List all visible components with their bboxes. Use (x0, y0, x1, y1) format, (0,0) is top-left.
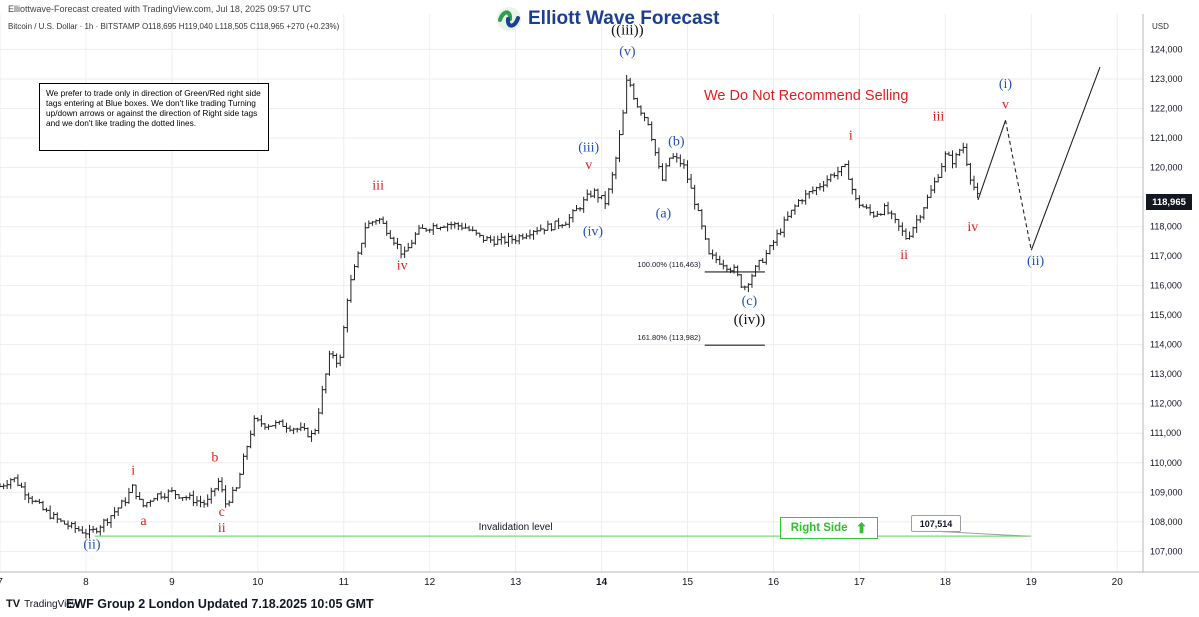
y-tick-label: 115,000 (1150, 310, 1182, 320)
wave-label: iv (967, 220, 978, 235)
x-tick-label: 7 (0, 577, 3, 588)
wave-label: iii (933, 109, 945, 124)
projection-dashed (1004, 120, 1032, 251)
projection-solid-2 (1030, 66, 1101, 251)
y-tick-label: 108,000 (1150, 517, 1183, 527)
right-side-tag: Right Side ⬆ (780, 517, 878, 539)
y-tick-label: 116,000 (1150, 281, 1182, 291)
fib-1618-label: 161.80% (113,982) (637, 333, 701, 342)
wave-label: v (1002, 97, 1009, 112)
y-tick-label: 124,000 (1150, 44, 1183, 54)
y-tick-label: 111,000 (1150, 428, 1181, 438)
wave-label: (a) (656, 207, 672, 222)
tradingview-logo-icon: TV (6, 598, 21, 610)
y-tick-label: 123,000 (1150, 74, 1183, 84)
wave-label: ((iii)) (611, 23, 643, 39)
up-arrow-icon: ⬆ (855, 519, 868, 536)
y-tick-label: 109,000 (1150, 487, 1183, 497)
y-tick-label: 112,000 (1150, 399, 1182, 409)
last-price-badge: 118,965 (1146, 194, 1192, 210)
x-tick-label: 15 (682, 577, 694, 588)
wave-label: ii (218, 521, 226, 536)
y-tick-label: 117,000 (1150, 251, 1182, 261)
tradingview-brand-text: TradingView (24, 598, 80, 610)
wave-label: (ii) (1027, 254, 1044, 269)
x-tick-label: 10 (252, 577, 264, 588)
chart-credit: Elliottwave-Forecast created with Tradin… (8, 4, 311, 14)
y-tick-label: 107,000 (1150, 546, 1183, 556)
wave-label: (ii) (83, 537, 100, 552)
invalidation-label: Invalidation level (479, 522, 553, 533)
wave-label: i (131, 464, 135, 479)
y-tick-label: 110,000 (1150, 458, 1182, 468)
axes: 107,000 108,000 109,000 110,000 111,000 112,0… (0, 14, 1199, 588)
right-side-label: Right Side (790, 522, 848, 534)
disclaimer-box: We prefer to trade only in direction of … (39, 83, 269, 151)
wave-label: a (140, 514, 147, 529)
x-tick-label: 8 (83, 577, 89, 588)
tradingview-brand: TV TradingView (6, 598, 79, 610)
y-tick-label: 120,000 (1150, 163, 1183, 173)
x-tick-label: 13 (510, 577, 522, 588)
wave-label: (iii) (578, 140, 599, 155)
x-tick-label: 16 (768, 577, 780, 588)
symbol-ohlc-line: Bitcoin / U.S. Dollar · 1h · BITSTAMP O1… (8, 22, 340, 31)
x-tick-label: 12 (424, 577, 436, 588)
logo-text: Elliott Wave Forecast (528, 8, 720, 29)
wave-label: b (211, 450, 218, 465)
x-tick-label: 11 (339, 577, 350, 588)
x-tick-label: 18 (940, 577, 952, 588)
wave-label: v (585, 158, 592, 173)
wave-label: c (219, 505, 225, 520)
wave-label: ((iv)) (734, 312, 766, 328)
wave-label: (iv) (583, 224, 604, 239)
currency-label: USD (1152, 22, 1169, 31)
wave-label: (c) (742, 294, 758, 309)
fib-100-label: 100.00% (116,463) (637, 260, 701, 269)
y-tick-label: 114,000 (1150, 340, 1182, 350)
wave-label: (b) (668, 134, 685, 149)
footer-update-text: EWF Group 2 London Updated 7.18.2025 10:… (66, 597, 374, 611)
ewf-logo-icon (497, 7, 521, 31)
x-tick-label: 19 (1026, 577, 1038, 588)
wave-label: iv (397, 258, 408, 273)
projection-solid (977, 120, 1007, 201)
wave-label: (v) (619, 44, 636, 59)
wave-label: iii (372, 179, 384, 194)
wave-label: ii (900, 248, 908, 263)
y-tick-label: 113,000 (1150, 369, 1182, 379)
x-tick-label: 9 (169, 577, 175, 588)
x-tick-label: 20 (1112, 577, 1124, 588)
projections (977, 66, 1101, 251)
no-sell-note: We Do Not Recommend Selling (704, 88, 909, 104)
y-tick-label: 118,000 (1150, 222, 1182, 232)
x-tick-label: 17 (854, 577, 866, 588)
wave-label: (i) (999, 77, 1013, 92)
invalidation-price-badge: 107,514 (911, 515, 961, 532)
y-tick-label: 122,000 (1150, 103, 1183, 113)
wave-label: i (849, 128, 853, 143)
y-tick-label: 121,000 (1150, 133, 1183, 143)
wave-labels: (ii)iabciiiiiiv(iii)v(iv)((iii))(v)(b)(a… (83, 23, 1044, 553)
logo: Elliott Wave Forecast (496, 4, 719, 34)
x-tick-label: 14 (596, 577, 608, 588)
levels: Invalidation level 100.00% (116,463) 161.8… (94, 260, 1032, 537)
candles (0, 74, 980, 539)
